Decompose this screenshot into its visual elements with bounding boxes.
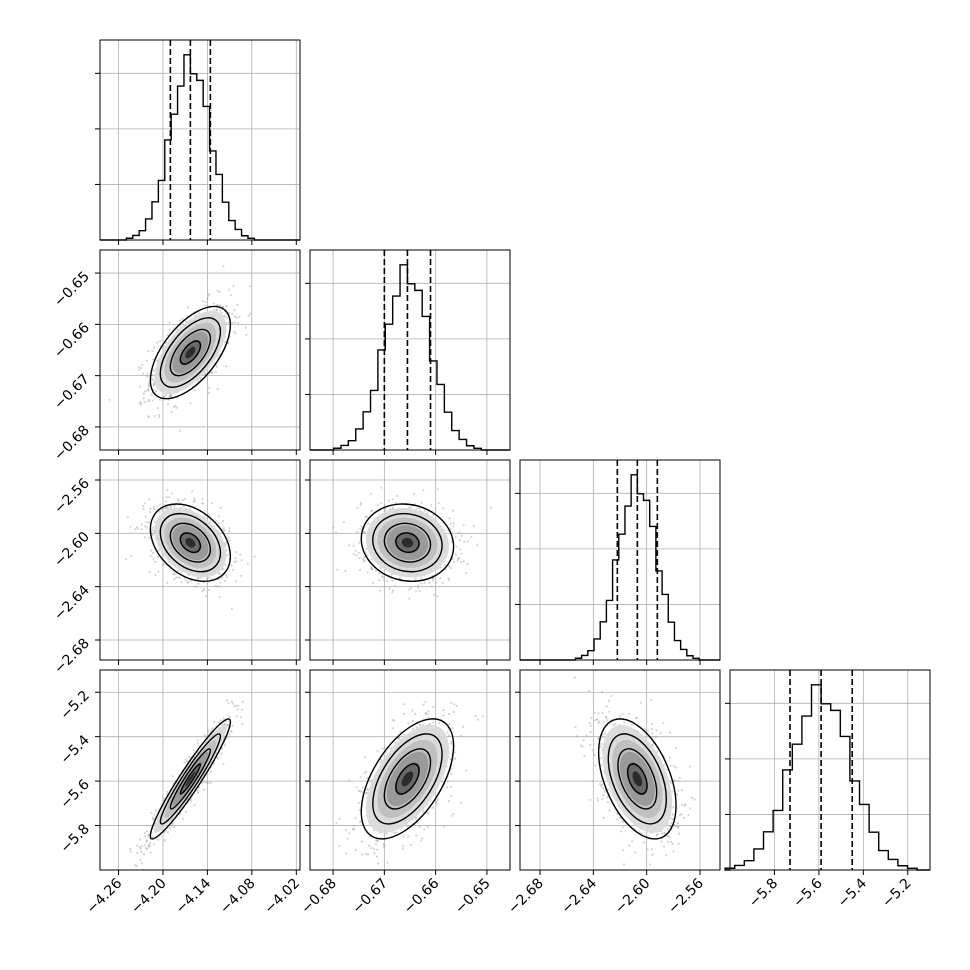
density-shade <box>401 537 414 548</box>
scatter-panel-1-4 <box>99 669 301 871</box>
density-shade <box>401 771 414 787</box>
contour-level-4 <box>360 503 455 583</box>
x-tick-label: −2.60 <box>612 876 654 918</box>
contour-level-3 <box>372 733 443 825</box>
x-tick-label: −4.08 <box>217 876 259 918</box>
y-tick-label: −0.67 <box>51 371 93 413</box>
contour-level-4 <box>149 718 232 840</box>
y-tick-label: −5.6 <box>57 777 92 812</box>
x-tick-label: −5.4 <box>835 875 870 910</box>
contour-level-3 <box>607 733 668 825</box>
x-tick-label: −0.65 <box>452 876 494 918</box>
x-tick-label: −2.68 <box>505 876 547 918</box>
scatter-panel-2-4 <box>309 669 511 871</box>
panel-frame <box>309 249 511 451</box>
y-tick-label: −0.65 <box>51 269 93 311</box>
panel-frame <box>99 669 301 871</box>
x-tick-label: −2.64 <box>559 875 601 917</box>
y-tick-label: −2.56 <box>51 475 93 517</box>
contour-level-3 <box>372 512 443 573</box>
y-tick-label: −2.60 <box>51 529 93 571</box>
contour-level-2 <box>617 748 658 810</box>
y-tick-label: −2.64 <box>51 582 93 624</box>
histogram-step-1 <box>100 54 300 241</box>
contour-level-4 <box>149 305 232 400</box>
x-tick-label: −4.20 <box>128 876 170 918</box>
contour-level-1 <box>395 763 420 795</box>
panel-frame <box>729 669 931 871</box>
contour-level-3 <box>159 733 222 825</box>
histogram-panel-1 <box>95 39 301 241</box>
y-tick-label: −5.2 <box>57 688 92 723</box>
histogram-step-4 <box>724 684 930 871</box>
density-shade <box>185 537 196 548</box>
contour-level-1 <box>626 763 648 795</box>
panel-frame <box>99 249 301 451</box>
contour-level-4 <box>597 718 677 840</box>
contour-level-3 <box>159 512 222 573</box>
panel-frame <box>99 39 301 241</box>
x-tick-label: −5.8 <box>746 876 781 911</box>
histogram-panel-3 <box>515 459 721 661</box>
x-tick-label: −5.6 <box>790 875 825 910</box>
contour-level-2 <box>383 522 432 563</box>
y-tick-label: −5.4 <box>57 732 92 767</box>
y-tick-label: −2.68 <box>51 636 93 678</box>
contour-level-2 <box>169 328 212 377</box>
histogram-step-2 <box>310 264 510 451</box>
panel-frame <box>519 459 721 661</box>
scatter-panel-3-4 <box>519 669 721 871</box>
contour-level-1 <box>395 532 420 554</box>
x-tick-label: −2.56 <box>665 875 707 917</box>
x-tick-label: −4.02 <box>261 876 303 918</box>
panel-frame <box>99 459 301 661</box>
x-tick-label: −0.67 <box>350 876 392 918</box>
histogram-step-3 <box>520 474 720 661</box>
panel-frame <box>309 669 511 871</box>
density-shade <box>185 346 196 359</box>
x-tick-label: −4.14 <box>173 875 215 917</box>
scatter-panel-1-2 <box>99 249 301 451</box>
x-tick-label: −0.66 <box>401 875 443 917</box>
contour-level-2 <box>383 748 432 810</box>
contour-level-2 <box>169 522 212 563</box>
y-tick-label: −0.66 <box>51 320 93 362</box>
contour-level-3 <box>159 317 222 388</box>
contour-level-4 <box>149 503 232 583</box>
contour-level-2 <box>169 748 212 810</box>
panel-frame <box>309 459 511 661</box>
histogram-panel-2 <box>305 249 511 451</box>
scatter-panel-2-3 <box>309 459 511 661</box>
panel-frame <box>519 669 721 871</box>
scatter-panel-1-3 <box>99 459 301 661</box>
x-tick-label: −0.68 <box>298 876 340 918</box>
contour-level-1 <box>179 340 202 365</box>
x-tick-label: −5.2 <box>879 876 914 911</box>
y-tick-label: −0.68 <box>51 422 93 464</box>
density-shade <box>632 771 643 787</box>
contour-level-1 <box>179 532 202 554</box>
y-tick-label: −5.8 <box>57 821 92 856</box>
x-tick-label: −4.26 <box>84 875 126 917</box>
contour-level-1 <box>179 763 202 795</box>
contour-level-4 <box>360 718 455 840</box>
density-shade <box>185 771 196 787</box>
histogram-panel-4 <box>724 669 931 871</box>
